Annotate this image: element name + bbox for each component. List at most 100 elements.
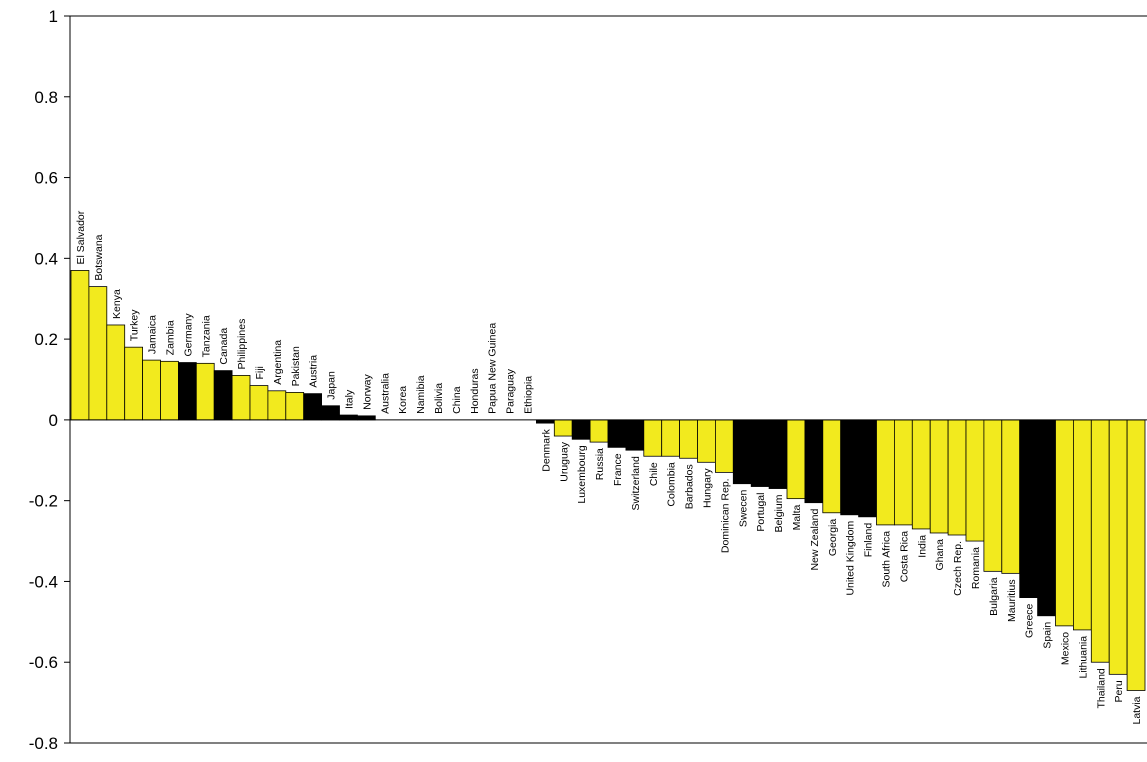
category-label: Greece: [1024, 603, 1036, 638]
category-label: Honduras: [469, 368, 481, 414]
bar: [1037, 419, 1056, 617]
category-label: Botswana: [93, 234, 105, 280]
category-label: Spain: [1042, 622, 1054, 649]
bar: [750, 419, 770, 487]
category-label: Switzerland: [630, 456, 642, 510]
bar: [1019, 419, 1039, 598]
category-label: Australia: [379, 373, 391, 414]
category-label: Namibia: [415, 375, 427, 414]
bar: [339, 414, 358, 421]
category-label: Russia: [594, 448, 606, 480]
category-label: Czech Rep.: [952, 541, 964, 596]
bar: [732, 419, 752, 485]
category-label: China: [451, 386, 463, 414]
category-label: Papua New Guinea: [487, 323, 499, 414]
category-label: Georgia: [827, 519, 839, 557]
category-label: Lithuania: [1077, 636, 1089, 679]
y-tick-label: 0.4: [34, 249, 58, 268]
bar: [1073, 419, 1092, 631]
category-label: Canada: [218, 328, 230, 365]
bar: [965, 419, 985, 542]
bar: [876, 419, 895, 526]
bar: [822, 419, 842, 514]
y-tick-label: 0.6: [34, 169, 58, 188]
category-label: Belgium: [773, 494, 785, 532]
bar: [661, 419, 681, 457]
category-label: Costa Rica: [898, 531, 910, 583]
category-label: Turkey: [129, 309, 141, 341]
plot-frame: [69, 15, 1147, 744]
bar: [840, 419, 860, 516]
y-tick-label: -0.6: [29, 653, 58, 672]
category-label: Luxembourg: [576, 445, 588, 504]
bar: [1108, 419, 1128, 675]
bar: [679, 419, 698, 459]
category-label: Argentina: [272, 340, 284, 385]
bar: [303, 393, 323, 421]
category-label: Bulgaria: [988, 577, 1000, 616]
bar: [553, 419, 573, 437]
category-label: Thailand: [1095, 668, 1107, 708]
bar: [911, 419, 931, 530]
category-label: Ghana: [934, 539, 946, 571]
y-tick-label: 0.8: [34, 88, 58, 107]
bar: [213, 370, 233, 421]
category-label: Pakistan: [290, 346, 302, 386]
category-label: Swecen: [737, 490, 749, 528]
bar: [1090, 419, 1110, 663]
bar: [356, 415, 376, 421]
bar: [643, 419, 663, 457]
bar: [858, 419, 877, 518]
bar: [715, 419, 734, 473]
bar: [1126, 419, 1146, 691]
category-label: France: [612, 453, 624, 486]
bar: [786, 419, 806, 500]
bar: [894, 419, 913, 526]
category-label: Malta: [791, 504, 803, 530]
y-tick-label: 0.2: [34, 330, 58, 349]
y-tick-label: -0.8: [29, 734, 58, 753]
category-label: Norway: [361, 374, 373, 410]
bar: [88, 286, 108, 421]
category-label: Philippines: [236, 319, 248, 370]
category-label: Tanzania: [200, 315, 212, 357]
category-label: Portugal: [755, 493, 767, 532]
category-label: Fiji: [254, 366, 266, 379]
category-label: Dominican Rep.: [719, 478, 731, 553]
bar: [267, 390, 287, 421]
category-label: Hungary: [701, 468, 713, 508]
bar: [249, 385, 269, 421]
bar: [1001, 419, 1021, 574]
category-label: Colombia: [666, 462, 678, 507]
category-label: Mexico: [1059, 632, 1071, 665]
y-axis: 1 0.8 0.6 0.4 0.2 0 -0.2 -0.4 -0.6 -0.8: [29, 7, 70, 753]
y-tick-label: 0: [49, 411, 58, 430]
category-labels: El Salvador Botswana Kenya Turkey Jamaica Zam…: [75, 210, 1143, 724]
category-label: Mauritius: [1006, 579, 1018, 622]
bar: [321, 405, 340, 421]
category-label: Finland: [863, 523, 875, 558]
bar: [625, 419, 645, 451]
bar: [768, 419, 788, 489]
category-label: India: [916, 535, 928, 558]
category-label: Bolivia: [433, 383, 445, 414]
bar: [106, 324, 126, 421]
category-label: Uruguay: [558, 441, 570, 481]
bar: [571, 419, 591, 440]
bar: [160, 360, 179, 421]
category-label: Peru: [1113, 680, 1125, 702]
bar: [589, 419, 609, 443]
bar: [142, 359, 161, 421]
bar: [231, 375, 251, 421]
bar: [697, 419, 716, 463]
category-label: Barbados: [684, 464, 696, 509]
bar: [607, 419, 627, 448]
category-label: United Kingdom: [845, 521, 857, 596]
category-label: Korea: [397, 386, 409, 414]
bar: [983, 419, 1003, 572]
bar: [177, 362, 197, 421]
bar: [804, 419, 824, 504]
category-label: Italy: [343, 389, 355, 409]
